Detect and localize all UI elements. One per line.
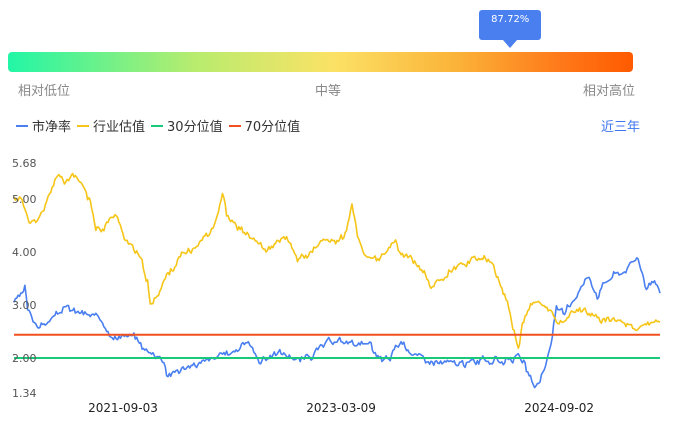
legend-swatch-p30	[151, 124, 164, 127]
percentile-marker-value: 87.72%	[491, 14, 530, 25]
y-tick-label-2: 4.00	[12, 246, 37, 259]
label-mid: 中等	[315, 84, 342, 99]
legend-label-pe: 市净率	[32, 120, 72, 135]
y-tick-label-5: 1.34	[12, 387, 37, 400]
series-line-1	[13, 172, 661, 349]
legend-item-pe[interactable]: 市净率	[16, 116, 71, 135]
x-tick-label-0: 2021-09-03	[88, 401, 158, 415]
y-tick-label-4: 2.00	[12, 352, 37, 365]
chart-legend: 市净率 行业估值 30分位值 70分位值	[16, 116, 306, 135]
y-tick-label-1: 5.00	[12, 193, 37, 206]
x-tick-label-1: 2023-03-09	[306, 401, 376, 415]
legend-label-p70: 70分位值	[244, 120, 301, 135]
valuation-gradient-bar	[8, 52, 633, 72]
legend-item-industry[interactable]: 行业估值	[77, 116, 145, 135]
y-tick-label-0: 5.68	[12, 157, 37, 170]
legend-swatch-pe	[16, 124, 28, 127]
legend-label-industry: 行业估值	[93, 120, 146, 135]
x-tick-label-2: 2024-09-02	[524, 401, 594, 415]
legend-swatch-p70	[228, 124, 241, 127]
legend-item-p30[interactable]: 30分位值	[151, 116, 223, 135]
label-high: 相对高位	[583, 84, 636, 99]
legend-label-p30: 30分位值	[167, 120, 223, 135]
time-range-selector[interactable]: 近三年	[600, 120, 640, 135]
y-tick-label-3: 3.00	[12, 299, 37, 312]
series-line-0	[13, 257, 661, 389]
percentile-marker-tooltip: 87.72%	[479, 10, 542, 48]
legend-swatch-industry	[77, 124, 90, 127]
legend-item-p70[interactable]: 70分位值	[228, 116, 301, 135]
label-low: 相对低位	[18, 84, 71, 99]
